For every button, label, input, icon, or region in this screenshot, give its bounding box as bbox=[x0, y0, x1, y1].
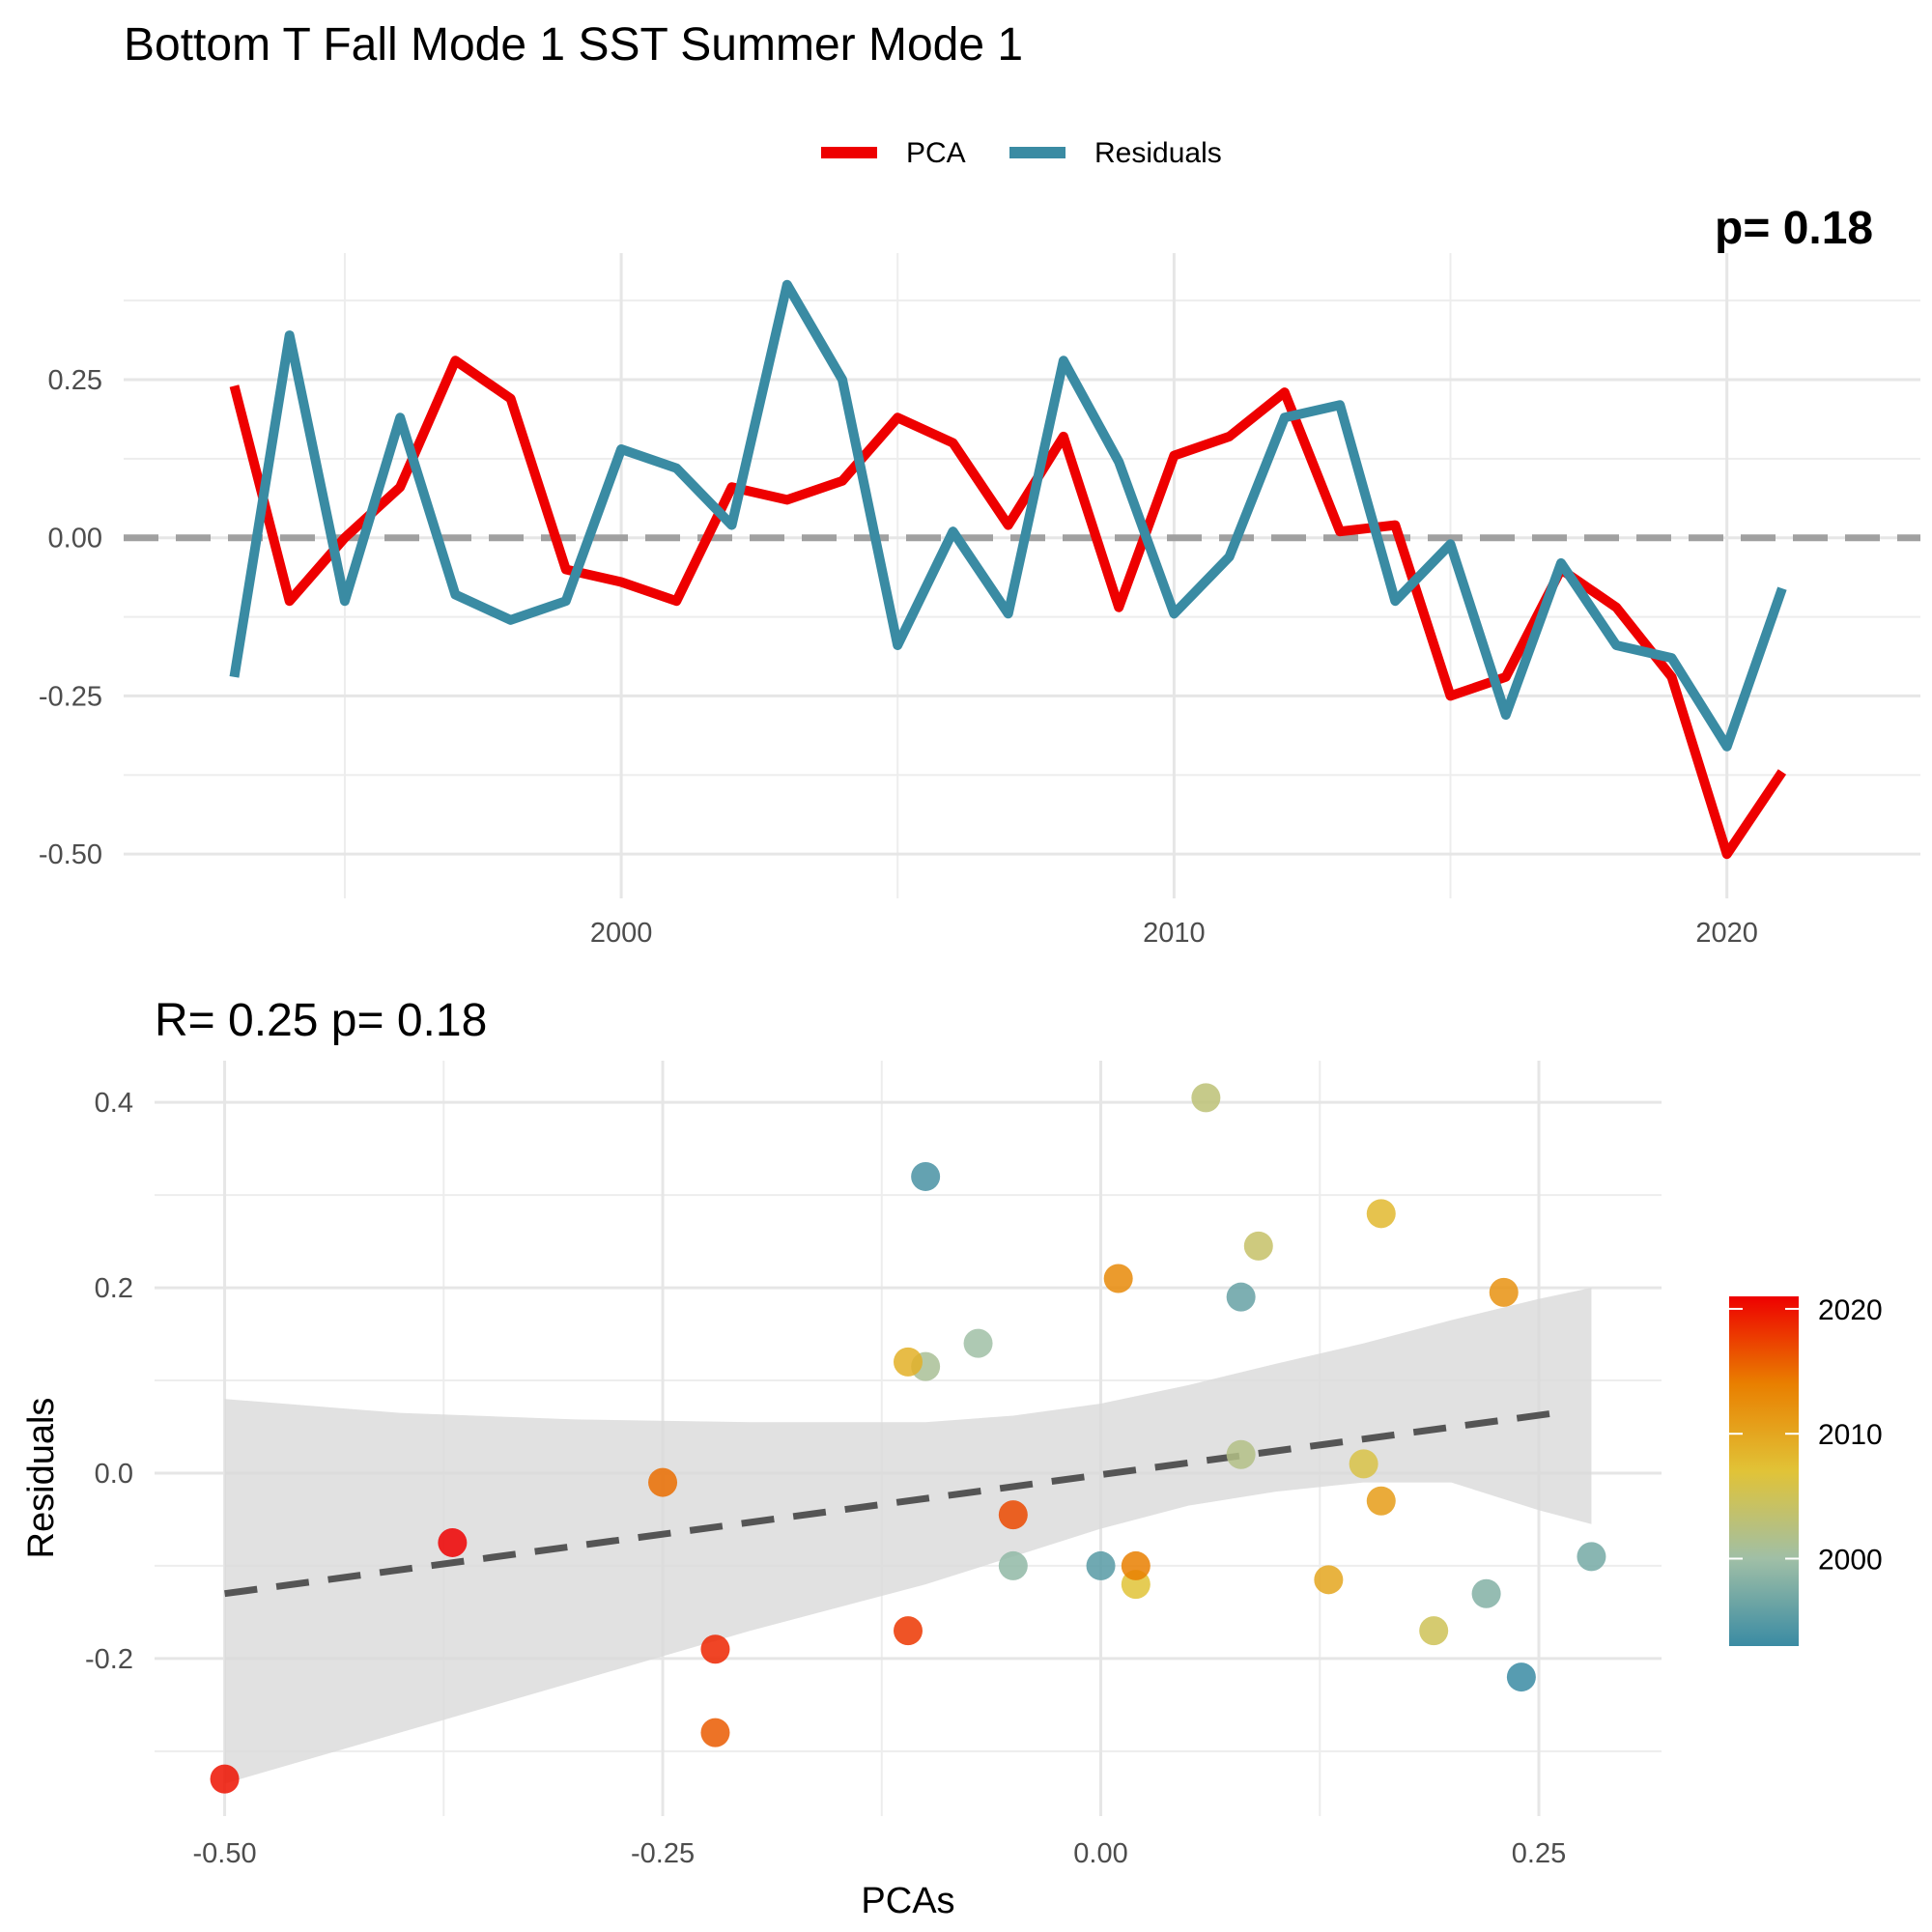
color-scale-label: 2000 bbox=[1818, 1545, 1883, 1577]
y-tick-label: -0.50 bbox=[39, 839, 102, 870]
x-tick-label: -0.50 bbox=[193, 1838, 257, 1869]
scatter-point bbox=[894, 1616, 923, 1646]
legend-label-residuals: Residuals bbox=[1094, 137, 1222, 169]
y-tick-label: 0.0 bbox=[95, 1459, 133, 1490]
y-tick-label: -0.2 bbox=[85, 1644, 133, 1675]
scatter-points bbox=[210, 1083, 1606, 1794]
y-tick-label: 0.25 bbox=[48, 365, 102, 396]
scatter-point bbox=[1366, 1199, 1396, 1229]
scatter-point bbox=[1471, 1578, 1501, 1608]
series-line-residuals bbox=[229, 279, 1787, 752]
scatter-panel: R= 0.25 p= 0.18 -0.50 -0.25 0.00 0.25 -0.2 0.… bbox=[21, 995, 1662, 1921]
scatter-point bbox=[998, 1550, 1028, 1580]
color-scale-label: 2020 bbox=[1818, 1294, 1883, 1326]
timeseries-grid bbox=[124, 253, 1920, 898]
timeseries-panel: 2000 2010 2020 -0.50 -0.25 0.00 0.25 p= 0.18 bbox=[39, 203, 1920, 949]
x-tick-label: 2020 bbox=[1695, 918, 1758, 949]
regression-line bbox=[224, 1409, 1557, 1598]
scatter-tick-labels: -0.50 -0.25 0.00 0.25 -0.2 0.0 0.2 0.4 bbox=[85, 1088, 1566, 1869]
scatter-point bbox=[1103, 1264, 1133, 1293]
scatter-point bbox=[1226, 1439, 1256, 1469]
y-tick-label: -0.25 bbox=[39, 681, 102, 712]
scatter-point bbox=[1349, 1449, 1378, 1479]
scatter-point bbox=[1314, 1565, 1344, 1595]
scatter-point bbox=[1419, 1616, 1449, 1646]
legend: PCA Residuals bbox=[821, 137, 1222, 169]
scatter-point bbox=[998, 1500, 1028, 1530]
x-tick-label: -0.25 bbox=[631, 1838, 695, 1869]
confidence-ribbon bbox=[224, 1288, 1592, 1784]
scatter-point bbox=[1366, 1486, 1396, 1516]
scatter-point bbox=[1191, 1083, 1221, 1113]
scatter-point bbox=[911, 1161, 941, 1191]
y-axis-title: Residuals bbox=[21, 1398, 62, 1559]
y-tick-label: 0.4 bbox=[95, 1088, 133, 1119]
figure-title: Bottom T Fall Mode 1 SST Summer Mode 1 bbox=[124, 19, 1023, 71]
scatter-point bbox=[700, 1634, 730, 1664]
scatter-point bbox=[700, 1718, 730, 1747]
series-line-pca bbox=[229, 355, 1787, 860]
color-scale-bar bbox=[1729, 1296, 1799, 1646]
scatter-point bbox=[648, 1467, 678, 1497]
x-tick-label: 0.25 bbox=[1512, 1838, 1566, 1869]
timeseries-corner-text: p= 0.18 bbox=[1715, 203, 1873, 254]
color-scale-ticks: 2000 2010 2020 bbox=[1729, 1294, 1883, 1577]
scatter-point bbox=[1243, 1231, 1273, 1261]
scatter-point bbox=[438, 1527, 468, 1557]
scatter-point bbox=[894, 1347, 923, 1377]
timeseries-tick-labels: 2000 2010 2020 -0.50 -0.25 0.00 0.25 bbox=[39, 365, 1758, 949]
scatter-point bbox=[1121, 1550, 1151, 1580]
x-tick-label: 2000 bbox=[590, 918, 653, 949]
scatter-title: R= 0.25 p= 0.18 bbox=[155, 995, 487, 1046]
legend-label-pca: PCA bbox=[906, 137, 966, 169]
scatter-point bbox=[963, 1328, 993, 1358]
x-tick-label: 0.00 bbox=[1073, 1838, 1127, 1869]
y-tick-label: 0.00 bbox=[48, 524, 102, 554]
scatter-point bbox=[1086, 1550, 1116, 1580]
scatter-point bbox=[1226, 1282, 1256, 1312]
color-scale-label: 2010 bbox=[1818, 1419, 1883, 1451]
x-axis-title: PCAs bbox=[861, 1881, 954, 1921]
x-tick-label: 2010 bbox=[1143, 918, 1206, 949]
scatter-point bbox=[1506, 1662, 1536, 1692]
scatter-point bbox=[1489, 1277, 1519, 1307]
color-scale-legend: 2000 2010 2020 bbox=[1729, 1294, 1883, 1646]
scatter-point bbox=[1577, 1542, 1606, 1572]
y-tick-label: 0.2 bbox=[95, 1273, 133, 1304]
scatter-point bbox=[210, 1764, 240, 1794]
